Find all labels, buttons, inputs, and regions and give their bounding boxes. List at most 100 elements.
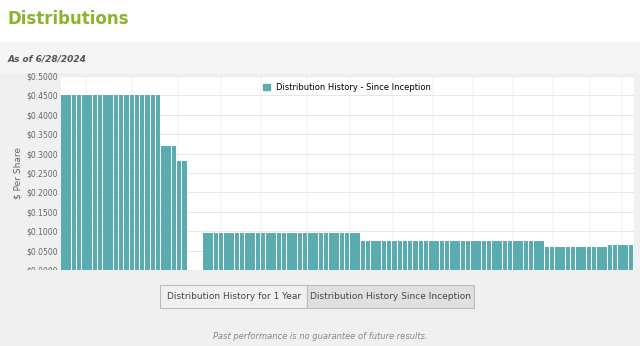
Y-axis label: $ Per Share: $ Per Share [13, 147, 22, 199]
Bar [387, 241, 392, 270]
Bar [582, 247, 586, 270]
Bar [413, 241, 418, 270]
Bar [481, 241, 486, 270]
Bar [366, 241, 371, 270]
Bar [82, 95, 86, 270]
Bar [109, 95, 113, 270]
Bar [103, 95, 108, 270]
Bar [408, 241, 413, 270]
Bar [571, 247, 575, 270]
Bar [129, 95, 134, 270]
Bar [545, 247, 549, 270]
Text: Distribution History Since Inception: Distribution History Since Inception [310, 292, 471, 301]
Bar [340, 233, 344, 270]
Bar [623, 245, 628, 270]
Bar [135, 95, 140, 270]
Bar [77, 95, 81, 270]
Bar [314, 233, 318, 270]
Bar [203, 233, 207, 270]
Bar [466, 241, 470, 270]
Bar [476, 241, 481, 270]
Bar [329, 233, 333, 270]
Bar [540, 241, 544, 270]
Bar [592, 247, 596, 270]
Bar [355, 233, 360, 270]
Bar [381, 241, 386, 270]
Bar [492, 241, 497, 270]
Bar [361, 241, 365, 270]
Bar [335, 233, 339, 270]
Bar [219, 233, 223, 270]
Bar [298, 233, 302, 270]
Bar [266, 233, 271, 270]
Bar [628, 245, 633, 270]
Bar [597, 247, 602, 270]
Bar [445, 241, 449, 270]
Bar [292, 233, 297, 270]
Bar [502, 241, 507, 270]
Bar [93, 95, 97, 270]
Bar [618, 245, 623, 270]
Bar [455, 241, 460, 270]
Bar [61, 95, 66, 270]
Bar [166, 146, 171, 270]
Bar [140, 95, 145, 270]
Bar [324, 233, 328, 270]
Bar [555, 247, 559, 270]
Bar [145, 95, 150, 270]
Bar [150, 95, 155, 270]
Bar [255, 233, 260, 270]
Bar [156, 95, 160, 270]
Bar [440, 241, 444, 270]
Bar [240, 233, 244, 270]
Bar [429, 241, 433, 270]
Text: Distributions: Distributions [8, 10, 129, 28]
FancyBboxPatch shape [160, 285, 307, 308]
Bar [261, 233, 266, 270]
Bar [209, 233, 213, 270]
Bar [561, 247, 565, 270]
Text: Distribution History for 1 Year: Distribution History for 1 Year [166, 292, 301, 301]
Bar [88, 95, 92, 270]
Bar [214, 233, 218, 270]
Bar [576, 247, 580, 270]
Bar [177, 161, 181, 270]
Bar [419, 241, 423, 270]
Bar [518, 241, 523, 270]
Bar [529, 241, 533, 270]
Bar [224, 233, 228, 270]
Bar [524, 241, 528, 270]
Bar [119, 95, 124, 270]
Bar [161, 146, 166, 270]
Bar [235, 233, 239, 270]
Bar [67, 95, 71, 270]
Bar [497, 241, 502, 270]
Bar [513, 241, 518, 270]
Bar [229, 233, 234, 270]
Bar [98, 95, 102, 270]
Bar [319, 233, 323, 270]
Bar [461, 241, 465, 270]
Bar [587, 247, 591, 270]
Text: Past performance is no guarantee of future results.: Past performance is no guarantee of futu… [212, 333, 428, 342]
Bar [403, 241, 407, 270]
Bar [287, 233, 292, 270]
Bar [608, 245, 612, 270]
Bar [345, 233, 349, 270]
Bar [397, 241, 402, 270]
Legend: Distribution History - Since Inception: Distribution History - Since Inception [260, 80, 434, 94]
Bar [282, 233, 286, 270]
Bar [376, 241, 381, 270]
Bar [303, 233, 307, 270]
Text: As of 6/28/2024: As of 6/28/2024 [8, 54, 86, 63]
Bar [371, 241, 376, 270]
Bar [471, 241, 476, 270]
Bar [566, 247, 570, 270]
Bar [392, 241, 397, 270]
Bar [534, 241, 539, 270]
Bar [308, 233, 313, 270]
Bar [508, 241, 513, 270]
Bar [613, 245, 618, 270]
Bar [271, 233, 276, 270]
Bar [487, 241, 492, 270]
